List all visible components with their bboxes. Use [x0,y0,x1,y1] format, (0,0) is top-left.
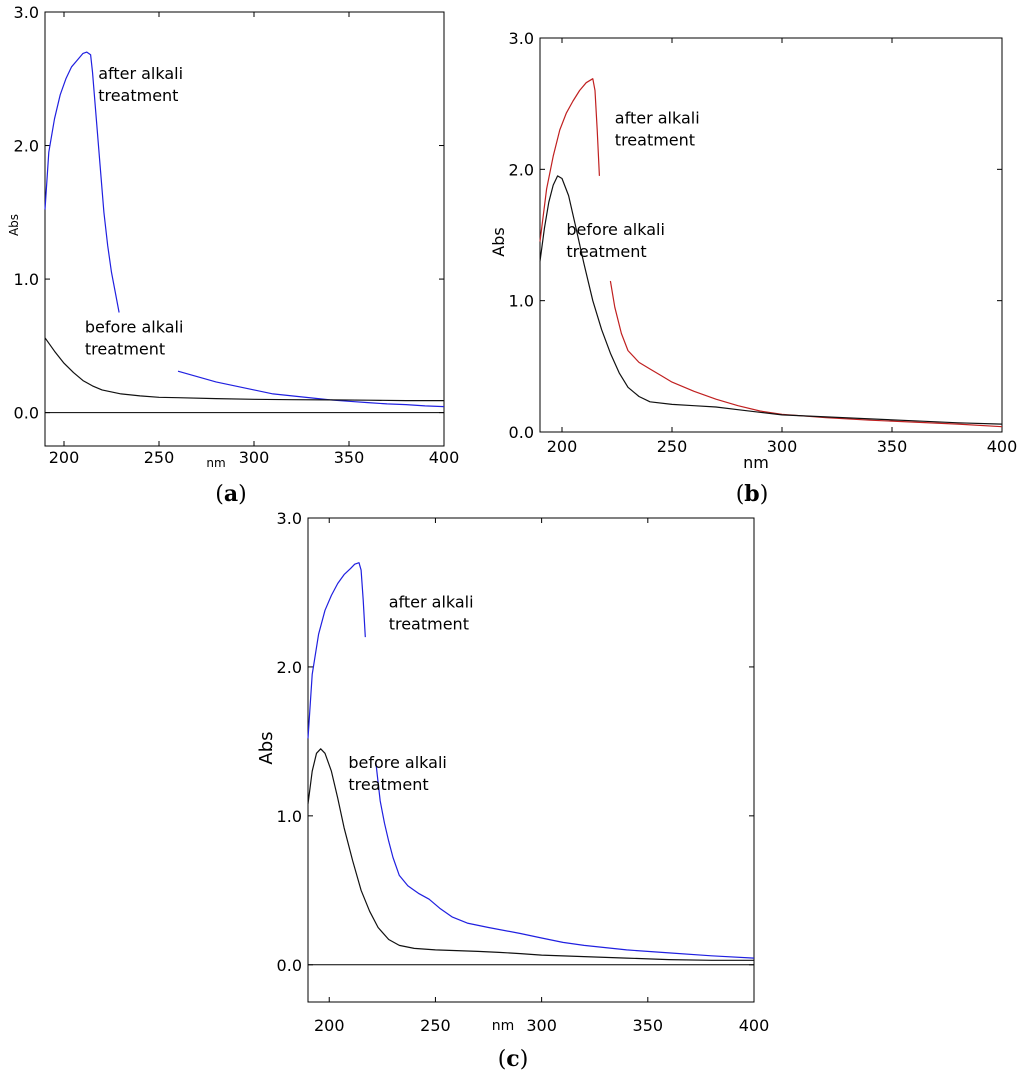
x-tick-label: 300 [526,1016,557,1035]
chart-panel-b: 0.0 1.0 2.0 3.0 200 250 300 350 400 nm Abs after al… [488,0,1024,480]
y-axis-title: Abs [7,214,21,236]
series-line-after-alkali [375,763,755,959]
x-tick-label: 350 [877,437,908,456]
y-tick-label: 3.0 [14,3,39,22]
x-tick-label: 250 [657,437,688,456]
y-tick-label: 1.0 [14,270,39,289]
x-tick-label: 300 [767,437,798,456]
y-tick-label: 1.0 [277,807,302,826]
series-line-after-alkali [307,562,366,739]
series-line-after-alkali [539,78,600,242]
chart-panel-a: 0.0 1.0 2.0 3.0 200 250 300 350 400 nm Abs after al… [0,0,460,480]
x-tick-label: 200 [314,1016,345,1035]
y-axis-title: Abs [489,227,508,256]
series-line-after-alkali [609,280,1003,428]
series-line-before-alkali [44,337,444,402]
panel-label-c: (c) [497,1046,529,1072]
x-tick-label: 200 [49,448,80,467]
series-line-after-alkali [44,51,120,313]
y-tick-label: 0.0 [14,404,39,423]
x-tick-label: 250 [420,1016,451,1035]
x-axis-title: nm [743,453,769,472]
chart-svg-a: 0.0 1.0 2.0 3.0 200 250 300 350 400 nm Abs after al… [7,3,460,470]
y-tick-label: 3.0 [509,29,534,48]
x-tick-label: 200 [547,437,578,456]
y-tick-label: 0.0 [509,423,534,442]
y-tick-label: 2.0 [509,160,534,179]
annotation-after-alkali: after alkali treatment [389,592,474,633]
x-axis-title: nm [206,456,225,470]
plot-frame [44,11,445,447]
chart-svg-c: 0.0 1.0 2.0 3.0 200 250 300 350 400 nm Abs after al… [256,509,770,1035]
plot-frame [539,37,1003,433]
panel-label-a: (a) [215,481,247,507]
y-tick-label: 0.0 [277,956,302,975]
series-line-after-alkali [177,370,445,408]
annotation-before-alkali: before alkali treatment [85,317,184,358]
plot-frame [307,517,755,1003]
x-tick-label: 300 [239,448,270,467]
y-tick-label: 2.0 [14,137,39,156]
y-tick-label: 2.0 [277,658,302,677]
series-line-before-alkali [307,748,754,961]
annotation-before-alkali: before alkali treatment [348,753,447,794]
annotation-after-alkali: after alkali treatment [98,64,183,105]
chart-panel-c: 0.0 1.0 2.0 3.0 200 250 300 350 400 nm Abs after al… [250,505,780,1045]
y-tick-label: 3.0 [277,509,302,528]
x-tick-label: 400 [987,437,1018,456]
series-line-before-alkali [539,175,1003,425]
panel-label-b: (b) [735,481,769,507]
annotation-after-alkali: after alkali treatment [615,108,700,149]
x-tick-label: 350 [334,448,365,467]
x-tick-label: 250 [144,448,175,467]
x-axis-title: nm [492,1018,515,1034]
x-tick-label: 400 [739,1016,770,1035]
x-tick-label: 350 [633,1016,664,1035]
annotation-before-alkali: before alkali treatment [566,220,665,261]
chart-svg-b: 0.0 1.0 2.0 3.0 200 250 300 350 400 nm Abs after al… [489,29,1018,472]
y-tick-label: 1.0 [509,292,534,311]
x-tick-label: 400 [429,448,460,467]
y-axis-title: Abs [256,731,277,764]
